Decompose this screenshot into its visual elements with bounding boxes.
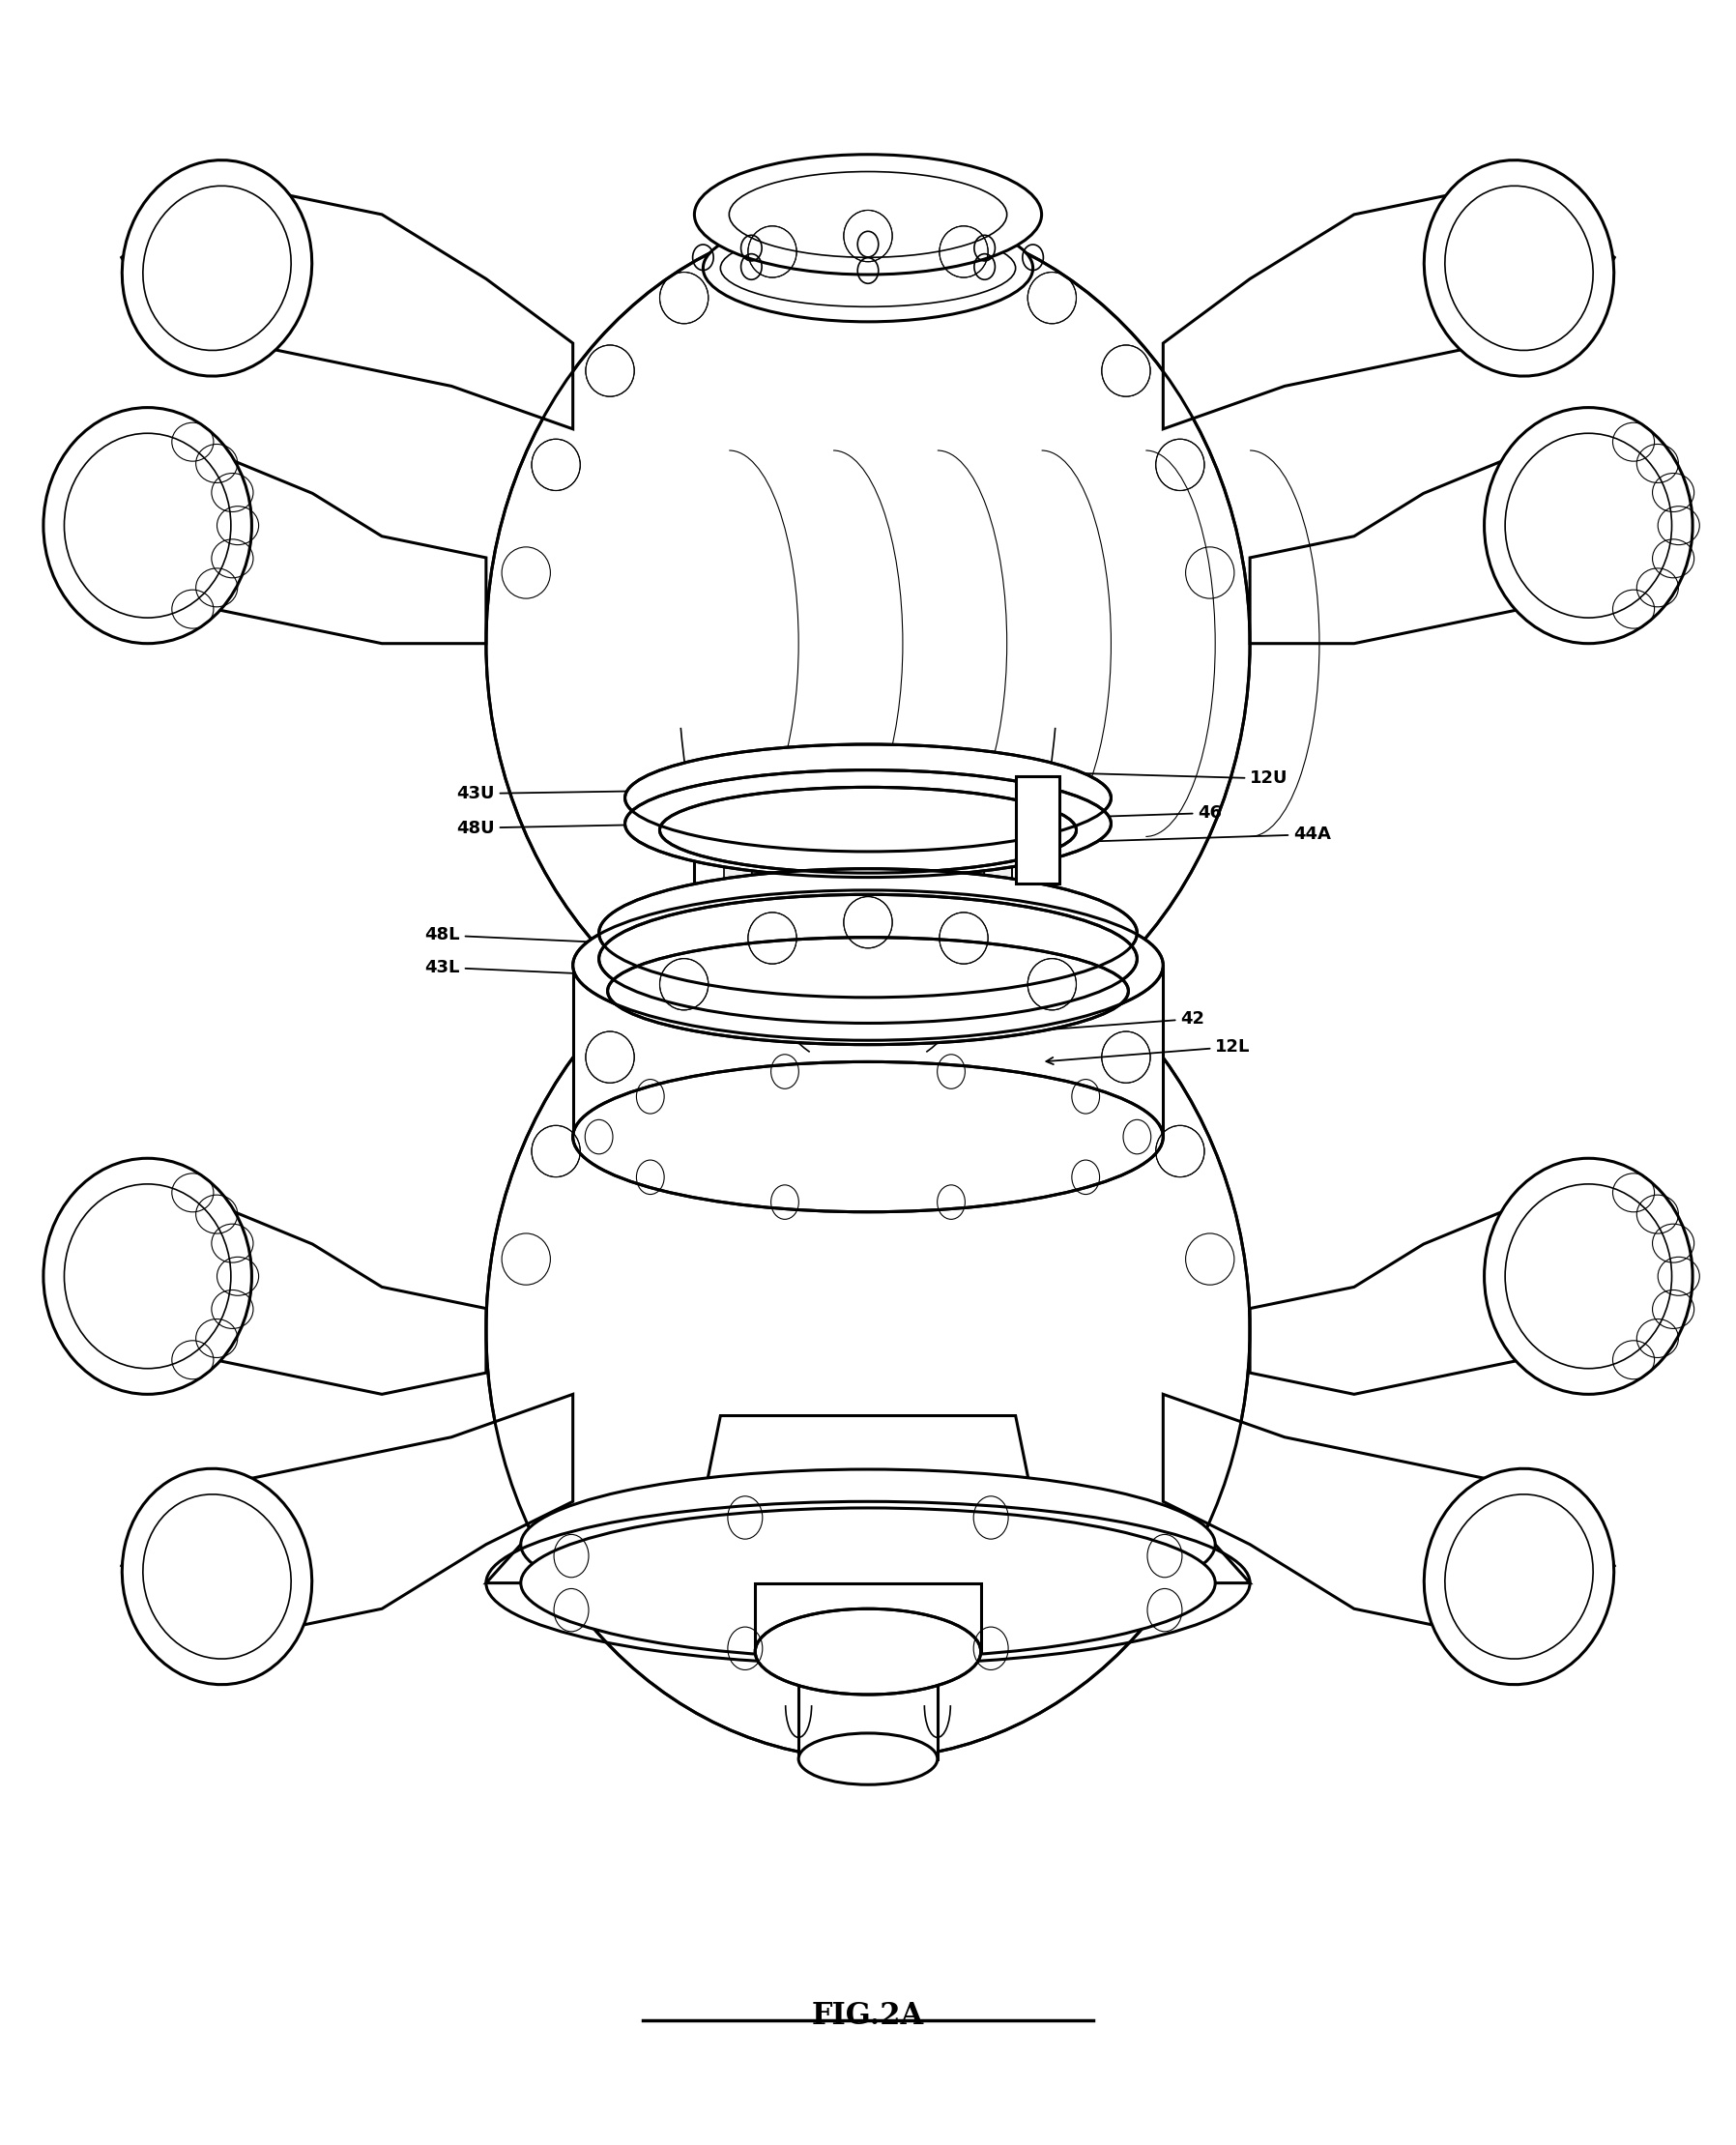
Polygon shape [776, 815, 804, 1158]
Polygon shape [69, 450, 486, 644]
Ellipse shape [486, 214, 1250, 1072]
Ellipse shape [625, 770, 1111, 877]
Polygon shape [69, 1201, 486, 1394]
Polygon shape [694, 1416, 1042, 1544]
Polygon shape [755, 1583, 981, 1652]
Ellipse shape [694, 154, 1042, 275]
Text: 42: 42 [995, 1010, 1205, 1036]
Polygon shape [804, 826, 828, 927]
Polygon shape [856, 826, 880, 927]
Ellipse shape [608, 937, 1128, 1045]
Ellipse shape [43, 1158, 252, 1394]
Ellipse shape [755, 1609, 981, 1695]
Polygon shape [724, 815, 752, 1158]
Polygon shape [932, 815, 960, 1158]
Text: FIG.2A: FIG.2A [812, 2001, 924, 2031]
Polygon shape [1016, 776, 1059, 884]
Text: 48U: 48U [457, 819, 689, 837]
Ellipse shape [599, 869, 1137, 997]
Polygon shape [880, 815, 908, 1158]
Polygon shape [752, 826, 776, 927]
Text: 48L: 48L [425, 927, 724, 950]
Polygon shape [122, 193, 573, 429]
Text: 46: 46 [1021, 804, 1222, 822]
Ellipse shape [573, 890, 1163, 1040]
Text: 43U: 43U [457, 785, 741, 802]
Text: 43L: 43L [425, 959, 724, 982]
Ellipse shape [703, 214, 1033, 322]
Polygon shape [573, 965, 1163, 1137]
Polygon shape [828, 815, 856, 1158]
Text: 12L: 12L [1047, 1038, 1250, 1064]
Ellipse shape [1424, 1469, 1614, 1684]
Polygon shape [1250, 1201, 1667, 1394]
Ellipse shape [1424, 161, 1614, 375]
Ellipse shape [599, 894, 1137, 1023]
Text: 12U: 12U [1047, 770, 1288, 787]
Polygon shape [486, 1544, 1250, 1583]
Ellipse shape [799, 1733, 937, 1785]
Polygon shape [908, 826, 932, 927]
Polygon shape [1163, 1394, 1614, 1630]
Ellipse shape [122, 161, 312, 375]
Ellipse shape [521, 1469, 1215, 1619]
Polygon shape [1163, 193, 1614, 429]
Ellipse shape [486, 901, 1250, 1759]
Polygon shape [799, 1652, 937, 1759]
Ellipse shape [660, 787, 1076, 873]
Polygon shape [694, 815, 1042, 1158]
Polygon shape [1250, 450, 1667, 644]
Ellipse shape [573, 1062, 1163, 1212]
Ellipse shape [1484, 1158, 1693, 1394]
Ellipse shape [1484, 408, 1693, 644]
Ellipse shape [122, 1469, 312, 1684]
Polygon shape [960, 826, 984, 927]
Polygon shape [984, 815, 1012, 1158]
Text: 44A: 44A [1047, 826, 1332, 845]
Ellipse shape [43, 408, 252, 644]
Ellipse shape [521, 1508, 1215, 1658]
Ellipse shape [625, 744, 1111, 852]
Polygon shape [122, 1394, 573, 1630]
